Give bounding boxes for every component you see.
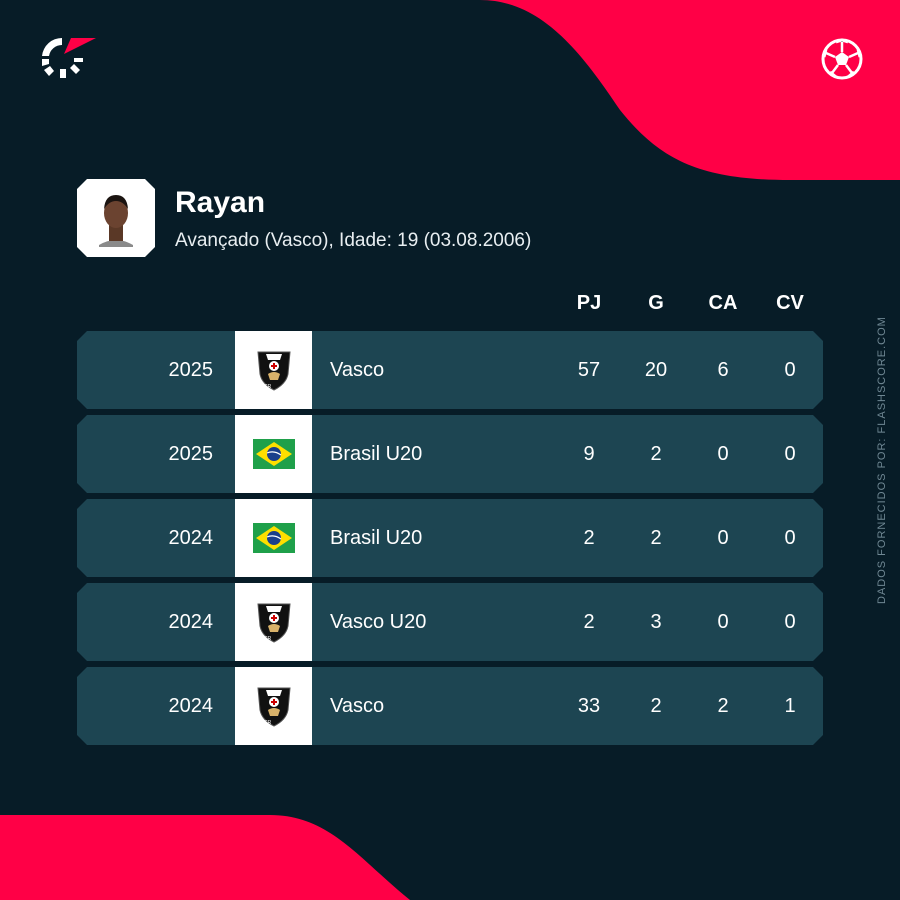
stat-cv: 0 [784,611,796,633]
stat-ca: 2 [717,695,729,717]
vasco-crest-icon: CR [256,603,291,643]
table-row: 2024 CR Vasco U20 2 3 0 0 [77,583,823,661]
stat-cv: 0 [784,359,796,381]
vasco-crest-icon: CR [256,351,291,391]
column-header-g: G [648,292,664,314]
flashscore-logo [42,37,96,78]
team-name: Vasco [330,695,385,717]
stat-g: 2 [650,443,662,465]
season: 2024 [168,611,214,633]
stat-ca: 0 [717,443,729,465]
column-header-pj: PJ [576,292,602,314]
stat-cv: 1 [784,695,796,717]
stat-ca: 0 [717,527,729,549]
column-header-cv: CV [776,292,804,314]
team-name: Vasco [330,359,385,381]
stat-g: 2 [650,695,662,717]
stat-g: 20 [644,359,668,381]
season: 2024 [168,527,214,549]
soccer-ball-icon [821,38,863,80]
team-crest: CR [235,331,312,409]
stat-pj: 33 [577,695,601,717]
table-row: 2024 CR Vasco 33 2 2 1 [77,667,823,745]
team-name: Brasil U20 [330,527,423,549]
stat-g: 3 [650,611,662,633]
stat-pj: 9 [583,443,595,465]
brazil-flag-icon [252,523,295,553]
stat-pj: 57 [577,359,601,381]
player-details: Avançado (Vasco), Idade: 19 (03.08.2006) [175,230,532,251]
team-name: Vasco U20 [330,611,427,633]
season: 2025 [168,443,214,465]
player-avatar [99,195,133,247]
team-name: Brasil U20 [330,443,423,465]
team-crest [235,415,312,493]
team-crest [235,499,312,577]
season: 2025 [168,359,214,381]
source-credit: DADOS FORNECIDOS POR: FLASHSCORE.COM [876,316,888,604]
table-row: 2024 Brasil U20 2 2 0 0 [77,499,823,577]
stat-pj: 2 [583,527,595,549]
season: 2024 [168,695,214,717]
stat-cv: 0 [784,527,796,549]
stat-pj: 2 [583,611,595,633]
player-name: Rayan [175,186,266,219]
stat-g: 2 [650,527,662,549]
table-row: 2025 CR Vasco 57 20 6 0 [77,331,823,409]
table-row: 2025 Brasil U20 9 2 0 0 [77,415,823,493]
column-header-ca: CA [708,292,738,314]
stat-ca: 0 [717,611,729,633]
svg-text:CR: CR [264,636,272,642]
svg-text:CR: CR [264,720,272,726]
team-crest: CR [235,667,312,745]
brazil-flag-icon [252,439,295,469]
team-crest: CR [235,583,312,661]
player-photo [77,179,155,257]
stat-cv: 0 [784,443,796,465]
svg-text:CR: CR [264,384,272,390]
vasco-crest-icon: CR [256,687,291,727]
stat-ca: 6 [717,359,729,381]
